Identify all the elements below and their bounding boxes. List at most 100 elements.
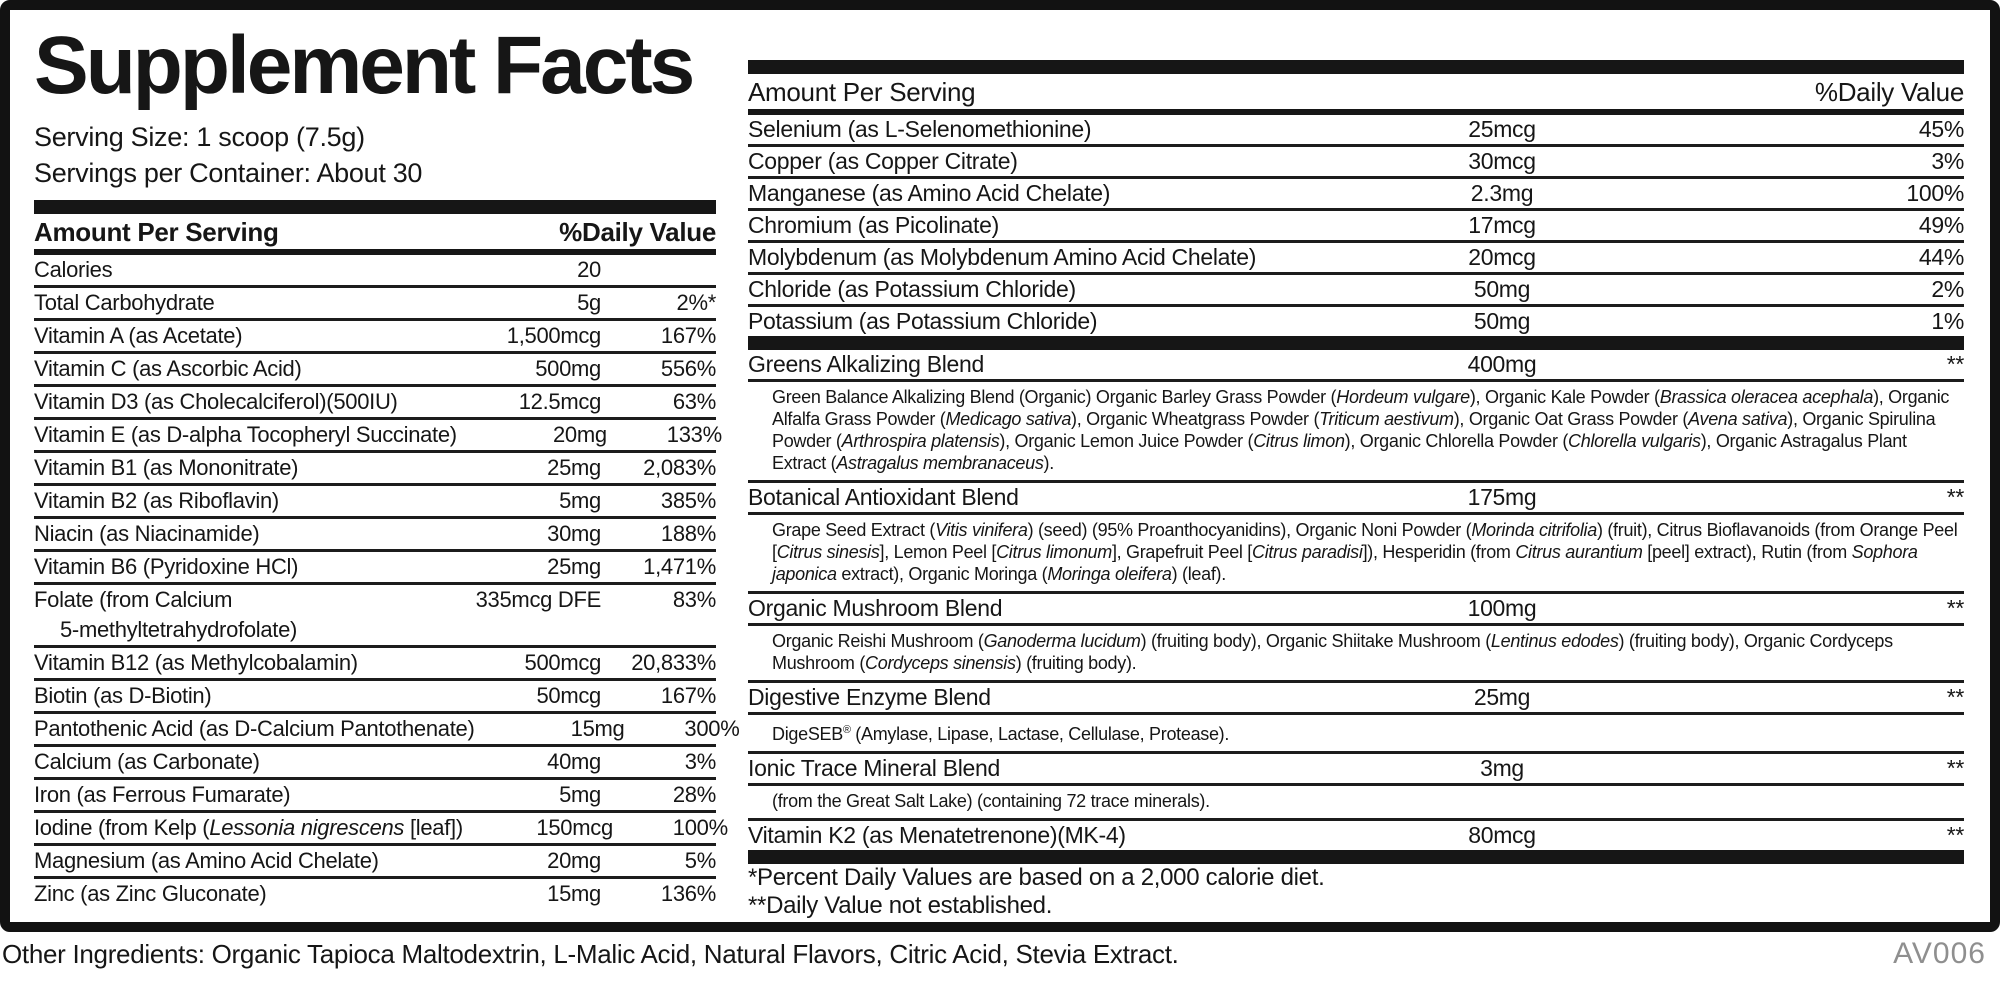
table-row: Vitamin C (as Ascorbic Acid) 500mg 556% (34, 354, 716, 387)
row-amount: 2.3mg (1470, 180, 1534, 206)
row-amount: 25mg (547, 455, 601, 480)
blend-section: Vitamin K2 (as Menatetrenone)(MK-4) 80mcg… (748, 821, 1964, 850)
row-dv: 167% (660, 323, 716, 348)
right-table-header: Amount Per Serving %Daily Value (748, 74, 1964, 109)
row-name: Chloride (as Potassium Chloride) (748, 276, 1076, 302)
blend-section: Organic Mushroom Blend 100mg ** Organic Rei… (748, 594, 1964, 683)
table-row: Vitamin B1 (as Mononitrate) 25mg 2,083% (34, 453, 716, 486)
row-dv: 3% (684, 749, 717, 774)
row-amount: 30mcg (1468, 148, 1536, 174)
row-dv: 2%* (676, 290, 717, 315)
row-name: Niacin (as Niacinamide) (34, 521, 260, 546)
blend-description: DigeSEB® (Amylase, Lipase, Lactase, Cell… (748, 715, 1964, 754)
header-amount-per-serving: Amount Per Serving (748, 77, 976, 107)
row-dv: 83% (672, 587, 716, 612)
row-dv: ** (1946, 351, 1965, 377)
page-title: Supplement Facts (34, 20, 695, 111)
row-name: Total Carbohydrate (34, 290, 215, 315)
row-dv: 2% (1931, 276, 1964, 302)
row-amount: 5g (577, 290, 601, 315)
section-divider-bar (34, 200, 716, 214)
table-row: Vitamin A (as Acetate) 1,500mcg 167% (34, 321, 716, 354)
blend-header-row: Organic Mushroom Blend 100mg ** (748, 594, 1964, 626)
table-row: Iron (as Ferrous Fumarate) 5mg 28% (34, 780, 716, 813)
table-row: Potassium (as Potassium Chloride) 50mg 1% (748, 307, 1964, 336)
table-row: Vitamin B2 (as Riboflavin) 5mg 385% (34, 486, 716, 519)
blend-header-row: Botanical Antioxidant Blend 175mg ** (748, 483, 1964, 515)
row-name: Vitamin A (as Acetate) (34, 323, 243, 348)
row-dv: ** (1946, 755, 1965, 781)
blend-header-row: Digestive Enzyme Blend 25mg ** (748, 683, 1964, 715)
bottom-strip: Other Ingredients: Organic Tapioca Malto… (2, 938, 1986, 970)
row-name: Vitamin E (as D-alpha Tocopheryl Succina… (34, 422, 457, 447)
blend-section: Botanical Antioxidant Blend 175mg ** Grape … (748, 483, 1964, 594)
row-name: Vitamin B12 (as Methylcobalamin) (34, 650, 358, 675)
row-name: Vitamin B1 (as Mononitrate) (34, 455, 299, 480)
header-daily-value: %Daily Value (559, 217, 716, 247)
row-amount: 15mg (570, 716, 625, 741)
row-name: Folate (from Calcium 5-methyltetrahydrofo… (34, 585, 451, 645)
row-dv: 556% (660, 356, 716, 381)
row-amount: 20 (577, 257, 601, 282)
table-row: Manganese (as Amino Acid Chelate) 2.3mg 10… (748, 179, 1964, 211)
row-name: Biotin (as D-Biotin) (34, 683, 212, 708)
row-amount: 100mg (1467, 595, 1537, 621)
table-row: Calories 20 (34, 255, 716, 288)
row-dv: 188% (660, 521, 716, 546)
header-daily-value: %Daily Value (1814, 77, 1964, 107)
row-amount: 20mg (547, 848, 601, 873)
row-name: Molybdenum (as Molybdenum Amino Acid Che… (748, 244, 1257, 270)
row-amount: 50mg (1473, 276, 1531, 302)
row-name: Chromium (as Picolinate) (748, 212, 999, 238)
row-amount: 12.5mcg (518, 389, 602, 414)
table-row: Iodine (from Kelp (Lessonia nigrescens [… (34, 813, 728, 846)
section-divider-bar (748, 336, 1964, 350)
row-name: Vitamin D3 (as Cholecalciferol)(500IU) (34, 389, 398, 414)
row-amount: 30mg (547, 521, 601, 546)
right-table-body: Selenium (as L-Selenomethionine) 25mcg 45%… (748, 115, 1964, 336)
row-amount: 3mg (1480, 755, 1524, 781)
row-amount: 20mcg (1468, 244, 1536, 270)
row-dv: 3% (1931, 148, 1964, 174)
row-name: Greens Alkalizing Blend (748, 351, 985, 377)
row-amount: 1,500mcg (506, 323, 602, 348)
row-name: Magnesium (as Amino Acid Chelate) (34, 848, 379, 873)
row-amount: 5mg (559, 488, 601, 513)
blend-header-row: Ionic Trace Mineral Blend 3mg ** (748, 754, 1964, 786)
table-row: Vitamin B12 (as Methylcobalamin) 500mcg 20… (34, 648, 716, 681)
footnote-not-established: **Daily Value not established. (748, 892, 1053, 919)
row-amount: 5mg (559, 782, 601, 807)
row-amount: 335mcg DFE (475, 587, 602, 612)
blend-description: (from the Great Salt Lake) (containing 7… (748, 786, 1964, 821)
row-amount: 80mcg (1468, 822, 1536, 848)
other-ingredients: Other Ingredients: Organic Tapioca Malto… (2, 939, 1179, 969)
left-column: Supplement Facts Serving Size: 1 scoop (… (34, 20, 740, 909)
blend-description: Grape Seed Extract (Vitis vinifera) (see… (748, 515, 1964, 594)
table-row: Zinc (as Zinc Gluconate) 15mg 136% (34, 879, 716, 909)
header-rule (34, 249, 716, 255)
blend-list: Greens Alkalizing Blend 400mg ** Green Bala… (748, 350, 1964, 850)
row-dv: 49% (1918, 212, 1964, 238)
row-name-line2: 5-methyltetrahydrofolate) (60, 617, 298, 642)
row-name: Vitamin K2 (as Menatetrenone)(MK-4) (748, 822, 1126, 848)
row-name: Potassium (as Potassium Chloride) (748, 308, 1098, 334)
blend-section: Greens Alkalizing Blend 400mg ** Green Bala… (748, 350, 1964, 483)
row-name: Vitamin C (as Ascorbic Acid) (34, 356, 302, 381)
servings-per-container: Servings per Container: About 30 (34, 158, 423, 188)
row-amount: 500mcg (524, 650, 602, 675)
blend-description: Organic Reishi Mushroom (Ganoderma lucid… (748, 626, 1964, 683)
table-row: Folate (from Calcium 5-methyltetrahydrofo… (34, 585, 716, 648)
row-name: Ionic Trace Mineral Blend (748, 755, 1001, 781)
header-amount-per-serving: Amount Per Serving (34, 217, 279, 247)
table-row: Total Carbohydrate 5g 2%* (34, 288, 716, 321)
footnote-daily-values: *Percent Daily Values are based on a 2,0… (748, 864, 1325, 891)
row-name: Calcium (as Carbonate) (34, 749, 260, 774)
blend-section: Ionic Trace Mineral Blend 3mg ** (from the … (748, 754, 1964, 821)
row-name: Pantothenic Acid (as D-Calcium Pantothen… (34, 716, 475, 741)
row-dv: 133% (666, 422, 722, 447)
row-dv: ** (1946, 822, 1965, 848)
row-amount: 50mg (1473, 308, 1531, 334)
row-name: Manganese (as Amino Acid Chelate) (748, 180, 1111, 206)
row-name: Botanical Antioxidant Blend (748, 484, 1019, 510)
row-dv: 5% (684, 848, 717, 873)
